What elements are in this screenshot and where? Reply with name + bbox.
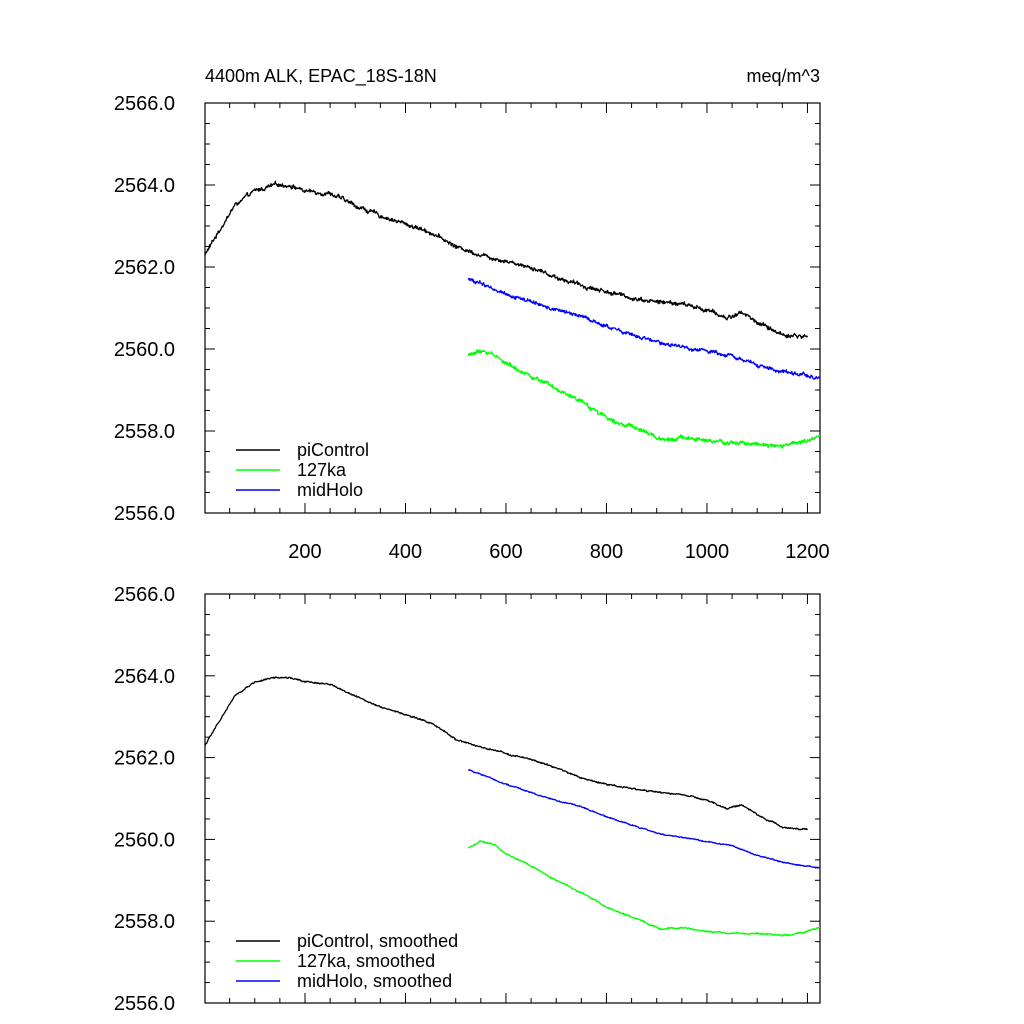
chart-units: meq/m^3: [747, 66, 820, 86]
series-line-picontrol: [204, 180, 809, 340]
bottom-plot-panel: 2556.0 2558.0 2560.0 2562.0 2564.0 2566.0 piCo…: [114, 584, 821, 1015]
top-plot-panel: 2556.0 2558.0 2560.0 2562.0 2564.0 2566.0 200 4…: [114, 93, 830, 563]
legend-label: midHolo: [297, 480, 363, 500]
legend-label: midHolo, smoothed: [297, 971, 452, 991]
y-tick-label: 2564.0: [114, 175, 175, 197]
y-tick-label: 2562.0: [114, 257, 175, 279]
y-tick-label: 2560.0: [114, 829, 175, 851]
series-line-midholo: [467, 277, 821, 380]
legend-label: 127ka: [297, 460, 347, 480]
series-line-127ka: [467, 349, 821, 449]
y-tick-label: 2564.0: [114, 666, 175, 688]
x-tick-label: 200: [288, 541, 321, 563]
y-tick-label: 2556.0: [114, 993, 175, 1015]
y-tick-label: 2558.0: [114, 421, 175, 443]
y-tick-label: 2566.0: [114, 584, 175, 606]
x-tick-label: 1200: [785, 541, 830, 563]
x-tick-label: 400: [389, 541, 422, 563]
series-line-picontrol-smoothed: [204, 676, 808, 831]
chart-title: 4400m ALK, EPAC_18S-18N: [205, 66, 437, 87]
x-tick-label: 600: [489, 541, 522, 563]
y-tick-label: 2556.0: [114, 503, 175, 525]
y-tick-label: 2560.0: [114, 339, 175, 361]
series-line-127ka-smoothed: [467, 840, 821, 937]
x-tick-label: 1000: [685, 541, 730, 563]
y-tick-label: 2558.0: [114, 911, 175, 933]
y-tick-label: 2562.0: [114, 748, 175, 770]
series-line-midholo-smoothed: [467, 769, 821, 869]
legend-label: piControl, smoothed: [297, 931, 458, 951]
legend-label: 127ka, smoothed: [297, 951, 435, 971]
x-tick-label: 800: [590, 541, 623, 563]
legend-label: piControl: [297, 440, 369, 460]
y-tick-label: 2566.0: [114, 93, 175, 115]
